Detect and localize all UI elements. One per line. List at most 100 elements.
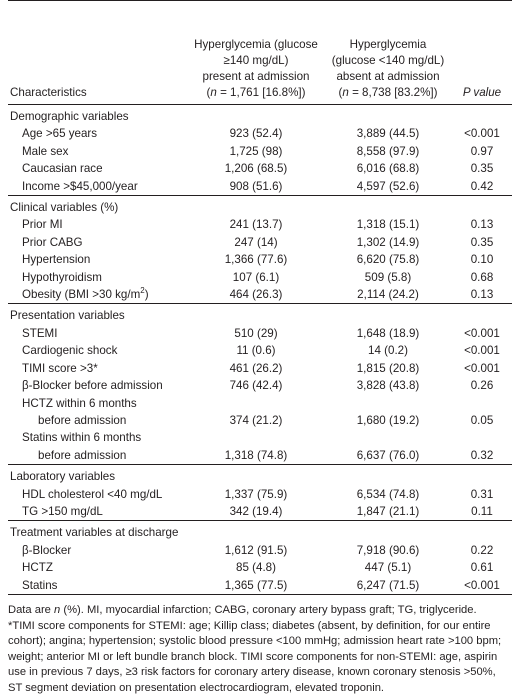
- cell-absent: 1,815 (20.8): [356, 361, 420, 375]
- header-hyperglycemia-present: Hyperglycemia (glucose ≥140 mg/dL) prese…: [194, 38, 318, 99]
- cell-absent: 7,918 (90.6): [356, 543, 420, 557]
- row-label: Hypertension: [22, 253, 91, 267]
- cell-present: 908 (51.6): [229, 179, 283, 193]
- cell-p-value: 0.10: [470, 253, 494, 267]
- row-label: Cardiogenic shock: [22, 344, 118, 358]
- table-row: Statins within 6 months: [8, 429, 512, 446]
- header-col2-line2: ≥140 mg/dL): [223, 54, 289, 67]
- row-label: Statins within 6 months: [22, 431, 142, 445]
- row-label: β-Blocker: [22, 543, 72, 557]
- row-label: HCTZ: [22, 561, 53, 575]
- footnote-abbreviations: Data are n (%). MI, myocardial infarctio…: [8, 603, 512, 619]
- section-treatment: Treatment variables at discharge: [10, 526, 179, 540]
- section-row: Presentation variables: [8, 303, 512, 325]
- section-presentation: Presentation variables: [10, 309, 125, 323]
- row-label: TIMI score >3*: [22, 361, 98, 375]
- table-footnote: Data are n (%). MI, myocardial infarctio…: [8, 603, 512, 697]
- obesity-superscript: 2: [140, 286, 145, 296]
- cell-p-value: 0.97: [470, 144, 494, 158]
- table-header: Characteristics Hyperglycemia (glucose ≥…: [8, 0, 512, 105]
- row-label: HDL cholesterol <40 mg/dL: [22, 487, 163, 501]
- cell-absent: 3,889 (44.5): [356, 127, 420, 141]
- cell-present: 510 (29): [234, 326, 278, 340]
- obesity-label: Obesity (BMI >30 kg/m: [22, 288, 141, 302]
- header-col2-line3: present at admission: [202, 70, 310, 83]
- header-col3-n-symbol: n: [342, 86, 349, 99]
- cell-absent: 1,648 (18.9): [356, 326, 420, 340]
- cell-present: 374 (21.2): [229, 413, 283, 427]
- characteristics-table: Characteristics Hyperglycemia (glucose ≥…: [8, 0, 512, 595]
- cell-absent: 6,016 (68.8): [356, 162, 420, 176]
- cell-absent: 6,534 (74.8): [356, 487, 420, 501]
- cell-present: 1,612 (91.5): [224, 543, 288, 557]
- cell-present: 241 (13.7): [229, 218, 283, 232]
- cell-present: 1,365 (77.5): [224, 578, 288, 592]
- cell-p-value: 0.61: [470, 561, 494, 575]
- section-laboratory: Laboratory variables: [10, 470, 116, 484]
- row-label: Male sex: [22, 144, 69, 158]
- cell-present: 461 (26.2): [229, 361, 283, 375]
- header-col3-line2: (glucose <140 mg/dL): [331, 54, 445, 67]
- footnote-text: (%). MI, myocardial infarction; CABG, co…: [60, 603, 477, 616]
- cell-present: 1,318 (74.8): [224, 448, 288, 462]
- obesity-label-end: ): [144, 288, 149, 302]
- cell-p-value: 0.42: [470, 179, 494, 193]
- cell-p-value: <0.001: [464, 361, 500, 375]
- cell-absent: 8,558 (97.9): [356, 144, 420, 158]
- cell-p-value: <0.001: [464, 326, 500, 340]
- table-row: Male sex 1,725 (98) 8,558 (97.9) 0.97: [8, 143, 512, 160]
- header-characteristics: Characteristics: [10, 86, 87, 99]
- cell-present: 464 (26.3): [229, 288, 283, 302]
- cell-present: 1,206 (68.5): [224, 162, 288, 176]
- footnote-timi: *TIMI score components for STEMI: age; K…: [8, 619, 502, 694]
- section-row: Laboratory variables: [8, 464, 512, 486]
- cell-present: 85 (4.8): [236, 561, 276, 575]
- cell-absent: 1,302 (14.9): [356, 235, 420, 249]
- cell-p-value: 0.05: [470, 413, 494, 427]
- cell-p-value: 0.13: [470, 218, 494, 232]
- table-row: Hypothyroidism 107 (6.1) 509 (5.8) 0.68: [8, 269, 512, 286]
- row-label: HCTZ within 6 months: [22, 396, 137, 410]
- footnote-n-symbol: n: [54, 603, 61, 616]
- table-row: β-Blocker before admission 746 (42.4) 3,82…: [8, 377, 512, 394]
- cell-p-value: 0.22: [470, 543, 494, 557]
- cell-absent: 509 (5.8): [364, 270, 412, 284]
- row-label: β-Blocker before admission: [22, 379, 163, 393]
- table-row: Obesity (BMI >30 kg/m2) 464 (26.3) 2,114 (…: [8, 286, 512, 304]
- header-p-value: P value: [452, 1, 512, 105]
- header-col2-line1: Hyperglycemia (glucose: [194, 38, 318, 51]
- cell-absent: 6,620 (75.8): [356, 253, 420, 267]
- cell-present: 923 (52.4): [229, 127, 283, 141]
- cell-absent: 6,247 (71.5): [356, 578, 420, 592]
- header-col2-n-value: = 1,761 [16.8%]): [216, 86, 306, 99]
- cell-absent: 6,637 (76.0): [356, 448, 420, 462]
- cell-absent: 3,828 (43.8): [356, 379, 420, 393]
- table-row: Statins 1,365 (77.5) 6,247 (71.5) <0.001: [8, 577, 512, 595]
- cell-p-value: 0.26: [470, 379, 494, 393]
- table-row: Caucasian race 1,206 (68.5) 6,016 (68.8) 0.…: [8, 160, 512, 177]
- row-label: Statins: [22, 578, 58, 592]
- header-hyperglycemia-absent: Hyperglycemia (glucose <140 mg/dL) absen…: [331, 38, 445, 99]
- row-label: Income >$45,000/year: [22, 179, 138, 193]
- cell-absent: 4,597 (52.6): [356, 179, 420, 193]
- row-label: Prior CABG: [22, 235, 83, 249]
- cell-present: 1,725 (98): [229, 144, 283, 158]
- table-row: before admission 1,318 (74.8) 6,637 (76.0)…: [8, 447, 512, 465]
- cell-p-value: 0.13: [470, 288, 494, 302]
- table-row: before admission 374 (21.2) 1,680 (19.2) 0.…: [8, 412, 512, 429]
- row-label: before admission: [38, 448, 127, 462]
- cell-present: 746 (42.4): [229, 379, 283, 393]
- table-row: HCTZ within 6 months: [8, 395, 512, 412]
- cell-absent: 1,318 (15.1): [356, 218, 420, 232]
- header-p-value-label: P value: [462, 86, 502, 99]
- row-label: Caucasian race: [22, 162, 103, 176]
- section-clinical: Clinical variables (%): [10, 201, 119, 215]
- table-row: β-Blocker 1,612 (91.5) 7,918 (90.6) 0.22: [8, 542, 512, 559]
- section-demographic: Demographic variables: [10, 110, 129, 123]
- table-row: STEMI 510 (29) 1,648 (18.9) <0.001: [8, 325, 512, 342]
- cell-present: 1,366 (77.6): [224, 253, 288, 267]
- header-col3-line3: absent at admission: [336, 70, 440, 83]
- row-label: TG >150 mg/dL: [22, 504, 103, 518]
- cell-p-value: 0.31: [470, 487, 494, 501]
- header-col2-n-symbol: n: [210, 86, 217, 99]
